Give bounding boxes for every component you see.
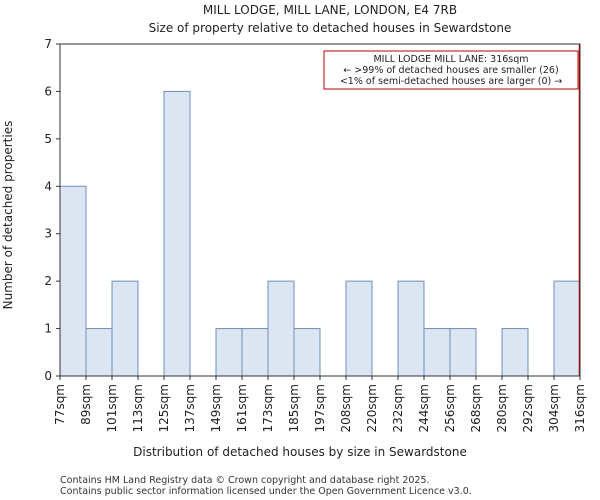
chart-title: MILL LODGE, MILL LANE, LONDON, E4 7RB [203, 3, 457, 17]
x-tick-label: 268sqm [469, 384, 483, 432]
histogram-bar [59, 185, 87, 377]
x-tick-label: 137sqm [183, 384, 197, 432]
y-tick-label: 1 [44, 322, 52, 336]
y-tick-label: 5 [44, 132, 52, 146]
y-tick-label: 7 [44, 37, 52, 51]
histogram-bar [111, 280, 139, 377]
histogram-bar [423, 328, 451, 377]
x-tick-label: 173sqm [261, 384, 275, 432]
histogram-bar [293, 328, 321, 377]
x-axis-label: Distribution of detached houses by size … [133, 445, 467, 459]
x-tick-label: 89sqm [79, 384, 93, 425]
histogram-bar [215, 328, 243, 377]
annotation-line-larger: <1% of semi-detached houses are larger (… [340, 76, 562, 87]
histogram-bar [449, 328, 477, 377]
histogram-bar [345, 280, 373, 377]
histogram-bar [397, 280, 425, 377]
y-tick-label: 2 [44, 274, 52, 288]
y-tick-label: 0 [44, 369, 52, 383]
histogram-bar [163, 90, 191, 377]
x-tick-label: 244sqm [417, 384, 431, 432]
x-tick-label: 149sqm [209, 384, 223, 432]
x-tick-label: 101sqm [105, 384, 119, 432]
x-axis-ticks: 77sqm 89sqm 101sqm 113sqm 125sqm 137sqm 149sqm… [53, 376, 587, 432]
histogram-bar [501, 328, 529, 377]
chart-subtitle: Size of property relative to detached ho… [149, 21, 512, 35]
x-tick-label: 113sqm [131, 384, 145, 432]
histogram-bar [267, 280, 295, 377]
footer-licence: Contains public sector information licen… [60, 486, 472, 497]
x-tick-label: 185sqm [287, 384, 301, 432]
x-tick-label: 316sqm [573, 384, 587, 432]
y-axis-label: Number of detached properties [1, 121, 15, 310]
x-tick-label: 161sqm [235, 384, 249, 432]
annotation-line-property: MILL LODGE MILL LANE: 316sqm [373, 54, 528, 65]
bars-layer [59, 90, 581, 377]
footer-copyright: Contains HM Land Registry data © Crown c… [60, 475, 430, 486]
x-tick-label: 304sqm [547, 384, 561, 432]
histogram-bar [85, 328, 113, 377]
x-tick-label: 125sqm [157, 384, 171, 432]
annotation-line-smaller: ← >99% of detached houses are smaller (2… [343, 65, 558, 76]
x-tick-label: 280sqm [495, 384, 509, 432]
x-tick-label: 292sqm [521, 384, 535, 432]
y-tick-label: 3 [44, 227, 52, 241]
annotation-border [323, 50, 579, 90]
x-tick-label: 77sqm [53, 384, 67, 425]
annotation-box: MILL LODGE MILL LANE: 316sqm ← >99% of d… [323, 50, 579, 90]
histogram-bar [553, 280, 581, 377]
x-tick-label: 232sqm [391, 384, 405, 432]
y-tick-label: 4 [44, 179, 52, 193]
histogram-bar [241, 328, 269, 377]
y-tick-label: 6 [44, 84, 52, 98]
x-tick-label: 256sqm [443, 384, 457, 432]
x-tick-label: 208sqm [339, 384, 353, 432]
x-tick-label: 197sqm [313, 384, 327, 432]
y-axis-ticks: 0 1 2 3 4 5 6 7 [44, 37, 60, 383]
x-tick-label: 220sqm [365, 384, 379, 432]
